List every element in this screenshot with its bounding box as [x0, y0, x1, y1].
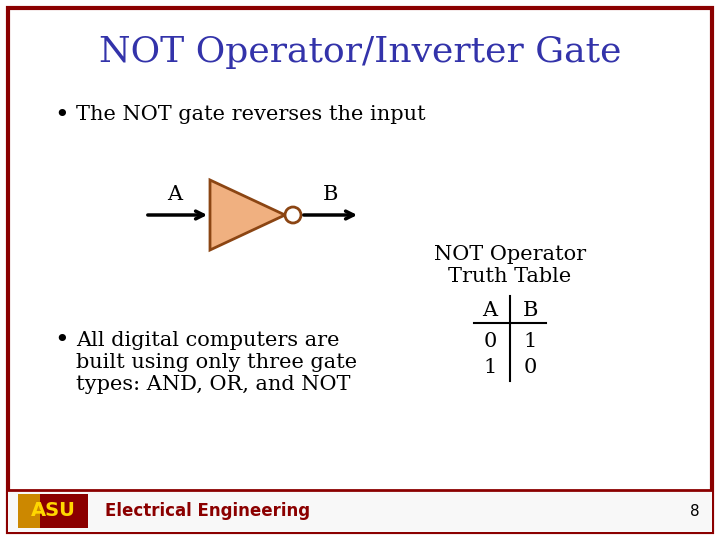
FancyBboxPatch shape: [8, 490, 712, 532]
Text: •: •: [55, 328, 69, 352]
Text: ASU: ASU: [30, 502, 76, 521]
Text: NOT Operator: NOT Operator: [434, 246, 586, 265]
Text: All digital computers are: All digital computers are: [76, 330, 340, 349]
Text: Truth Table: Truth Table: [449, 267, 572, 287]
Text: types: AND, OR, and NOT: types: AND, OR, and NOT: [76, 375, 351, 394]
Text: B: B: [323, 186, 338, 205]
Text: B: B: [522, 300, 538, 320]
Text: 0: 0: [523, 357, 536, 377]
Circle shape: [285, 207, 301, 223]
Text: •: •: [55, 103, 69, 127]
Text: The NOT gate reverses the input: The NOT gate reverses the input: [76, 105, 426, 125]
Text: A: A: [482, 300, 498, 320]
Text: 1: 1: [483, 357, 497, 377]
Text: 0: 0: [483, 332, 497, 350]
Text: built using only three gate: built using only three gate: [76, 353, 357, 372]
FancyBboxPatch shape: [8, 8, 712, 532]
Text: A: A: [168, 186, 183, 205]
Text: Electrical Engineering: Electrical Engineering: [105, 502, 310, 520]
FancyBboxPatch shape: [18, 494, 88, 528]
FancyBboxPatch shape: [18, 494, 40, 528]
Text: NOT Operator/Inverter Gate: NOT Operator/Inverter Gate: [99, 35, 621, 69]
Text: 1: 1: [523, 332, 536, 350]
Polygon shape: [210, 180, 285, 250]
Text: 8: 8: [690, 503, 700, 518]
